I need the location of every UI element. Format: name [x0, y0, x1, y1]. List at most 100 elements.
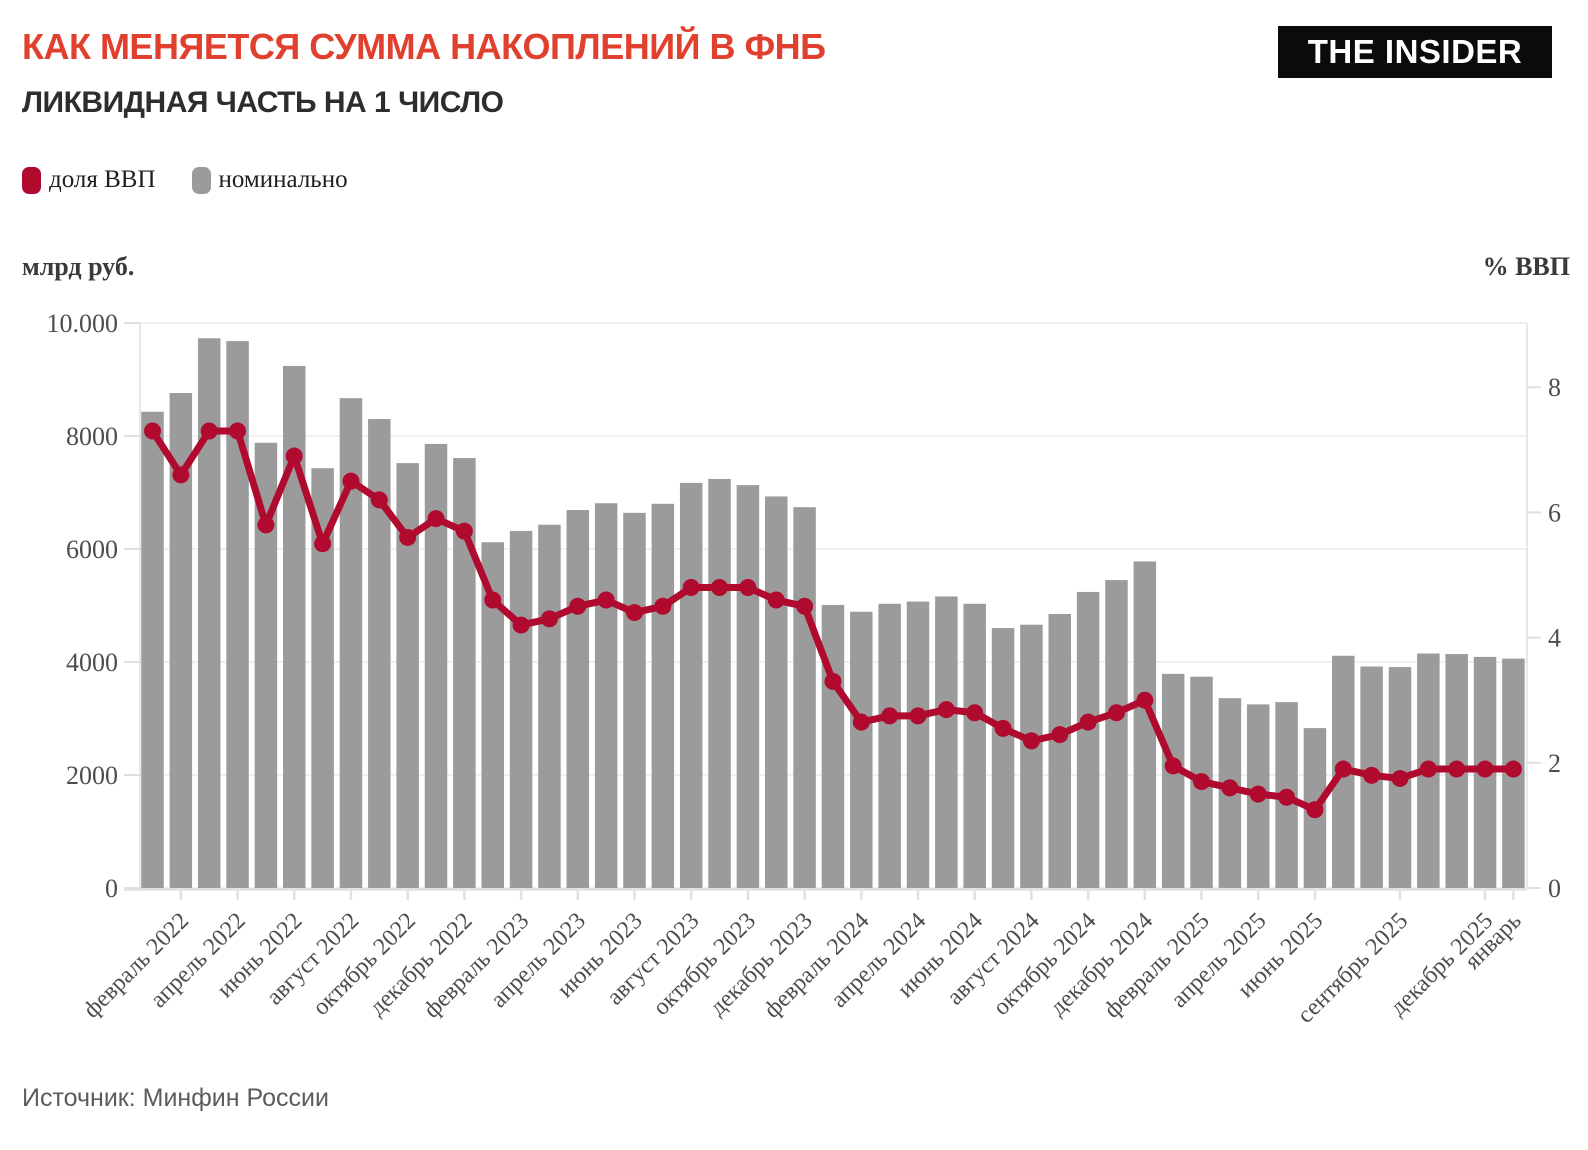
bar-апрель 2024: [906, 601, 930, 888]
right-axis-tick-label: 2: [1548, 749, 1561, 778]
line-point-ноябрь 2022: [427, 510, 445, 528]
bar-сентябрь 2024: [1048, 613, 1072, 888]
bar-октябрь 2022: [396, 463, 419, 888]
bar-май 2022: [254, 442, 278, 888]
the-insider-logo: THE INSIDER: [1278, 26, 1552, 78]
bar-июль 2022: [311, 468, 334, 888]
source-note: Источник: Минфин России: [22, 1084, 329, 1112]
line-point-июль 2024: [994, 719, 1012, 737]
nominal-swatch-icon: [191, 166, 211, 194]
line-point-апрель 2022: [229, 422, 247, 440]
left-axis-tick-label: 10.000: [47, 309, 119, 338]
line-point-июнь 2023: [625, 604, 643, 622]
line-point-декабрь 2025: [1476, 760, 1494, 778]
line-point-июнь 2024: [966, 704, 984, 722]
right-axis-tick-label: 4: [1548, 624, 1561, 653]
line-point-февраль 2022: [172, 466, 190, 484]
bar-январь 2025: [1161, 673, 1185, 888]
line-point-апрель 2024: [909, 707, 927, 725]
left-axis-tick-label: 2000: [66, 761, 118, 790]
line-point-март 2022: [200, 422, 218, 440]
line-point-декабрь 2024: [1136, 691, 1154, 709]
line-point-март 2024: [881, 707, 899, 725]
line-point-июнь 2022: [285, 447, 303, 465]
line-point-октябрь 2022: [399, 528, 417, 546]
bar-январь 2023: [481, 542, 504, 888]
line-point-май 2023: [597, 591, 615, 609]
line-point-сентябрь 2023: [711, 579, 729, 597]
bar-август 2023: [679, 482, 703, 888]
page-title: КАК МЕНЯЕТСЯ СУММА НАКОПЛЕНИЙ В ФНБ: [22, 26, 826, 67]
line-point-декабрь 2022: [455, 522, 473, 540]
right-axis-tick-label: 6: [1548, 498, 1561, 527]
line-point-ноябрь 2023: [767, 591, 785, 609]
right-axis-unit-label: % ВВП: [1482, 252, 1570, 281]
left-axis-labels: 0 2000 4000 6000 8000 10.000: [47, 309, 140, 903]
left-axis-tick-label: 4000: [66, 648, 118, 677]
left-axis-tick-label: 0: [105, 874, 118, 903]
bar-июнь 2024: [963, 603, 986, 888]
line-point-сентябрь 2025: [1391, 769, 1409, 787]
right-axis-labels: 0 2 4 6 8: [1527, 373, 1561, 903]
chart-legend: доля ВВП номинально: [22, 166, 348, 194]
line-point-февраль 2024: [852, 713, 870, 731]
right-axis-tick-label: 8: [1548, 373, 1561, 402]
line-point-октябрь 2023: [739, 579, 757, 597]
line-point-май 2025: [1278, 788, 1296, 806]
bar-ноябрь 2023: [764, 496, 788, 888]
legend-item-gdp-share: доля ВВП: [22, 166, 156, 194]
bar-июль 2024: [991, 628, 1015, 888]
line-point-декабрь 2023: [796, 597, 814, 615]
bar-август 2024: [1020, 624, 1043, 888]
bar-август 2022: [339, 398, 363, 888]
bar-июль 2023: [651, 503, 675, 888]
line-point-июнь 2025: [1306, 801, 1324, 819]
left-axis-tick-label: 8000: [66, 422, 118, 451]
bar-декабрь 2022: [453, 458, 476, 888]
bar-июнь 2022: [283, 365, 306, 888]
line-point-сентябрь 2024: [1051, 726, 1069, 744]
line-point-январь 2024: [824, 672, 842, 690]
line-point-январь 2022: [144, 422, 161, 440]
gdp-share-swatch-icon: [22, 166, 41, 194]
line-point-февраль 2025: [1193, 773, 1211, 791]
line-point-октябрь 2025: [1419, 760, 1437, 778]
right-axis-tick-label: 0: [1548, 874, 1561, 903]
bar-апрель 2022: [226, 341, 249, 889]
bar-сентябрь 2023: [708, 478, 731, 888]
line-point-март 2025: [1221, 779, 1239, 797]
line-point-апрель 2023: [569, 597, 587, 615]
line-point-октябрь 2024: [1079, 713, 1097, 731]
line-point-июль 2023: [654, 597, 672, 615]
left-axis-tick-label: 6000: [66, 535, 118, 564]
line-point-февраль 2023: [512, 616, 530, 634]
line-point-июль 2025: [1334, 760, 1352, 778]
line-point-июль 2022: [314, 535, 332, 553]
page-subtitle: ЛИКВИДНАЯ ЧАСТЬ НА 1 ЧИСЛО: [22, 86, 504, 119]
line-point-август 2022: [342, 472, 360, 490]
line-point-январь 2025: [1164, 757, 1182, 775]
bar-сентябрь 2022: [368, 419, 391, 888]
bar-март 2022: [197, 338, 221, 888]
line-point-август 2023: [682, 579, 700, 597]
bar-май 2024: [935, 596, 958, 888]
bar-ноябрь 2022: [424, 443, 448, 888]
legend-label: номинально: [218, 166, 348, 193]
line-point-январь 2026: [1504, 760, 1522, 778]
bar-октябрь 2024: [1076, 591, 1100, 888]
gdp-share-line: [144, 422, 1522, 819]
line-point-ноябрь 2024: [1107, 704, 1125, 722]
left-axis-unit-label: млрд руб.: [22, 252, 135, 281]
bar-апрель 2023: [566, 510, 590, 888]
legend-label: доля ВВП: [49, 166, 156, 193]
legend-item-nominal: номинально: [191, 166, 348, 194]
bar-декабрь 2023: [793, 507, 816, 888]
bar-ноябрь 2024: [1105, 580, 1128, 888]
line-point-август 2025: [1363, 766, 1381, 784]
line-point-январь 2023: [484, 591, 502, 609]
logo-text: THE INSIDER: [1307, 33, 1523, 70]
bar-февраль 2022: [169, 393, 193, 888]
bar-октябрь 2023: [736, 485, 760, 888]
